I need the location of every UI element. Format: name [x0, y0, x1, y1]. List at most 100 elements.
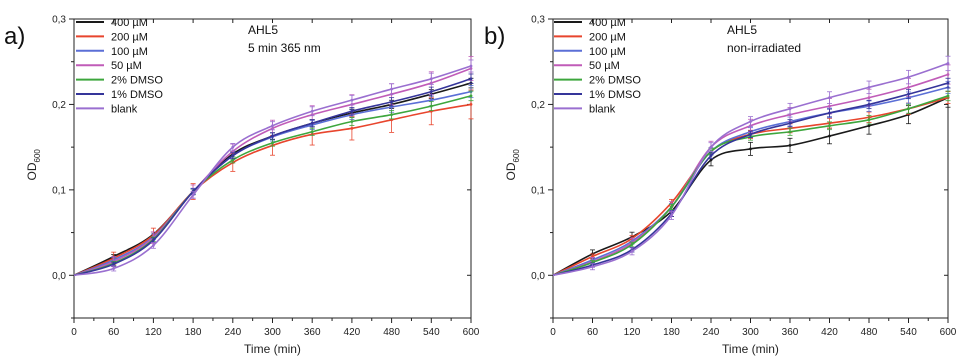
data-point — [946, 94, 950, 98]
legend-label: 2% DMSO — [111, 75, 163, 87]
x-tick-label: 120 — [624, 327, 641, 338]
legend-label: 100 µM — [111, 46, 148, 58]
y-tick-label: 0,2 — [531, 100, 545, 111]
x-tick-label: 300 — [264, 327, 281, 338]
legend: 400 µM 200 µM 100 µM 50 µM 2% DMSO 1% DMSO bla… — [76, 17, 163, 115]
data-point — [469, 77, 473, 81]
annotation-line-1: AHL5 — [727, 23, 757, 37]
chart-panel-a: 0 60 120 180 240 300 360 420 480 540 600 0,0 0,1 0,2 0… — [4, 15, 480, 357]
y-axis-title-main: OD — [25, 162, 39, 180]
data-point — [670, 214, 673, 217]
legend-label: 100 µM — [589, 46, 626, 58]
x-tick-label: 420 — [344, 327, 361, 338]
data-point — [788, 121, 792, 125]
y-axis-title: OD600 — [25, 149, 42, 181]
data-point — [310, 130, 314, 134]
data-point — [350, 126, 354, 130]
y-tick-label: 0,0 — [52, 271, 66, 282]
data-point — [709, 158, 713, 162]
y-axis-title-subscript: 600 — [512, 149, 521, 163]
data-point — [429, 77, 433, 81]
x-axis-title: Time (min) — [722, 342, 779, 356]
data-point — [867, 85, 871, 89]
data-point — [867, 103, 871, 106]
x-tick-label: 60 — [108, 327, 120, 338]
data-point — [310, 121, 314, 125]
x-tick-label: 540 — [900, 327, 917, 338]
data-point — [907, 75, 910, 79]
data-point — [390, 100, 393, 104]
y-tick-label: 0,0 — [531, 271, 545, 282]
x-tick-label: 600 — [940, 327, 957, 338]
data-point — [788, 107, 792, 111]
annotation-line-1: AHL5 — [248, 23, 278, 37]
data-point — [469, 94, 473, 98]
data-point — [749, 132, 752, 136]
x-tick-label: 180 — [663, 327, 680, 338]
panel-label: a) — [4, 23, 25, 50]
data-point — [907, 92, 910, 96]
data-point — [469, 103, 473, 106]
x-tick-label: 120 — [145, 327, 162, 338]
data-point — [630, 249, 634, 253]
series-6 — [73, 59, 474, 277]
y-tick-label: 0,1 — [531, 185, 545, 196]
data-point — [828, 111, 831, 115]
x-axis-title: Time (min) — [244, 342, 301, 356]
legend-label: blank — [111, 103, 138, 115]
x-tick-label: 60 — [587, 327, 599, 338]
data-point — [191, 193, 195, 197]
data-point — [390, 87, 393, 91]
data-point — [946, 73, 950, 76]
x-tick-label: 540 — [423, 327, 440, 338]
legend-label: 2% DMSO — [589, 75, 641, 87]
data-point — [670, 205, 673, 209]
data-point — [867, 96, 871, 99]
x-tick-label: 480 — [383, 327, 400, 338]
legend-label: 1% DMSO — [111, 89, 163, 101]
data-point — [152, 238, 155, 242]
y-tick-label: 0,3 — [531, 15, 545, 26]
data-point — [907, 107, 910, 111]
annotation-line-2: 5 min 365 nm — [248, 41, 321, 55]
annotation-line-2: non-irradiated — [727, 41, 801, 55]
y-tick-label: 0,2 — [52, 100, 66, 111]
data-point — [429, 104, 433, 108]
x-tick-label: 420 — [821, 327, 838, 338]
legend-label: 200 µM — [111, 31, 148, 43]
data-point — [828, 96, 831, 99]
data-point — [112, 262, 116, 266]
x-tick-label: 360 — [782, 327, 799, 338]
legend-label: 1% DMSO — [589, 89, 641, 101]
series-line — [552, 86, 949, 277]
legend-label: 400 µM — [589, 17, 626, 29]
data-point — [591, 265, 594, 269]
series-5 — [73, 73, 474, 277]
x-tick-label: 0 — [71, 327, 77, 338]
x-tick-label: 0 — [550, 327, 556, 338]
chart-panel-b: 0 60 120 180 240 300 360 420 480 540 600 0,0 0,1 0,2 0… — [484, 15, 957, 357]
data-point — [907, 85, 910, 89]
series-6 — [552, 55, 951, 277]
data-point — [946, 62, 950, 65]
data-point — [946, 81, 950, 85]
data-point — [231, 158, 235, 162]
data-point — [867, 118, 871, 122]
x-tick-label: 360 — [304, 327, 321, 338]
data-point — [152, 243, 155, 247]
data-point — [749, 147, 752, 151]
data-point — [709, 154, 713, 158]
data-point — [828, 134, 831, 138]
data-point — [749, 120, 752, 123]
data-point — [271, 134, 274, 138]
data-point — [350, 109, 354, 113]
y-axis-title: OD600 — [504, 149, 521, 181]
legend-label: blank — [589, 103, 616, 115]
data-point — [271, 141, 274, 145]
y-tick-label: 0,1 — [52, 185, 66, 196]
x-tick-label: 480 — [861, 327, 878, 338]
y-tick-label: 0,3 — [52, 15, 66, 26]
legend: 400 µM 200 µM 100 µM 50 µM 2% DMSO 1% DMSO bla… — [554, 17, 641, 115]
data-point — [310, 109, 314, 113]
data-point — [350, 98, 354, 102]
